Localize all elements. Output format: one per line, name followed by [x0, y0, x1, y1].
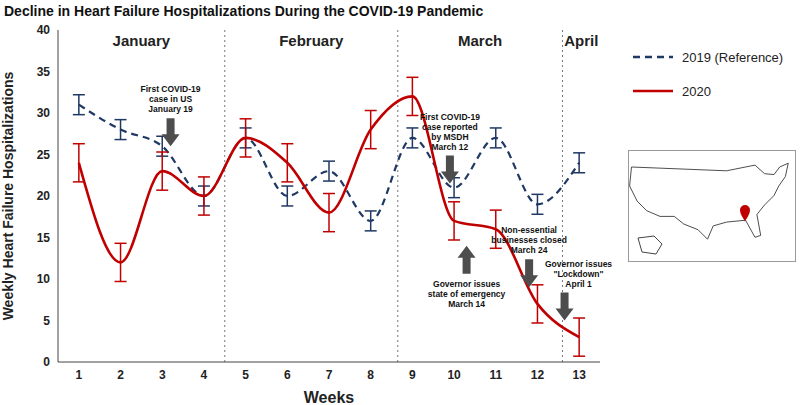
- svg-text:10: 10: [37, 272, 51, 286]
- svg-text:February: February: [279, 32, 344, 49]
- svg-text:13: 13: [572, 368, 586, 382]
- svg-text:2: 2: [117, 368, 124, 382]
- svg-text:First COVID-19: First COVID-19: [420, 112, 480, 122]
- svg-text:April 1: April 1: [565, 279, 592, 289]
- svg-text:March 24: March 24: [511, 245, 548, 255]
- svg-text:March 12: March 12: [431, 142, 468, 152]
- svg-text:January: January: [113, 32, 171, 49]
- svg-text:state of emergency: state of emergency: [428, 289, 506, 299]
- svg-text:by MSDH: by MSDH: [431, 132, 468, 142]
- svg-text:Weekly Heart Failure Hospitali: Weekly Heart Failure Hospitalizations: [8, 71, 16, 320]
- html-text:Decline in Heart Failure Hospi: Decline in Heart Failure Hospitalization…: [4, 3, 484, 19]
- svg-text:30: 30: [37, 106, 51, 120]
- svg-text:15: 15: [37, 231, 51, 245]
- svg-text:case in US: case in US: [149, 94, 192, 104]
- svg-text:case reported: case reported: [422, 122, 478, 132]
- svg-text:businesses closed: businesses closed: [491, 235, 567, 245]
- svg-text:40: 40: [37, 23, 51, 37]
- svg-text:5: 5: [43, 314, 50, 328]
- svg-text:0: 0: [43, 355, 50, 369]
- svg-text:March: March: [458, 32, 502, 49]
- svg-text:Weeks: Weeks: [304, 389, 355, 405]
- svg-text:35: 35: [37, 65, 51, 79]
- svg-text:6: 6: [284, 368, 291, 382]
- svg-text:9: 9: [409, 368, 416, 382]
- svg-text:4: 4: [201, 368, 208, 382]
- svg-text:Governor issues: Governor issues: [433, 279, 500, 289]
- svg-text:12: 12: [531, 368, 545, 382]
- svg-text:January 19: January 19: [148, 104, 193, 114]
- html-text:2019 (Reference): 2019 (Reference): [682, 49, 784, 65]
- svg-text:3: 3: [159, 368, 166, 382]
- svg-text:Governor issues: Governor issues: [545, 259, 612, 269]
- svg-text:5: 5: [242, 368, 249, 382]
- svg-text:7: 7: [326, 368, 333, 382]
- svg-text:10: 10: [447, 368, 461, 382]
- svg-text:Non-essential: Non-essential: [501, 225, 557, 235]
- svg-text:March 14: March 14: [448, 299, 485, 309]
- svg-text:First COVID-19: First COVID-19: [141, 84, 201, 94]
- svg-text:25: 25: [37, 148, 51, 162]
- svg-text:11: 11: [489, 368, 502, 382]
- html-text:2020: 2020: [682, 83, 711, 99]
- svg-text:April: April: [564, 32, 598, 49]
- svg-text:"Lockdown": "Lockdown": [554, 269, 604, 279]
- svg-text:1: 1: [76, 368, 83, 382]
- svg-text:20: 20: [37, 189, 51, 203]
- svg-text:8: 8: [367, 368, 374, 382]
